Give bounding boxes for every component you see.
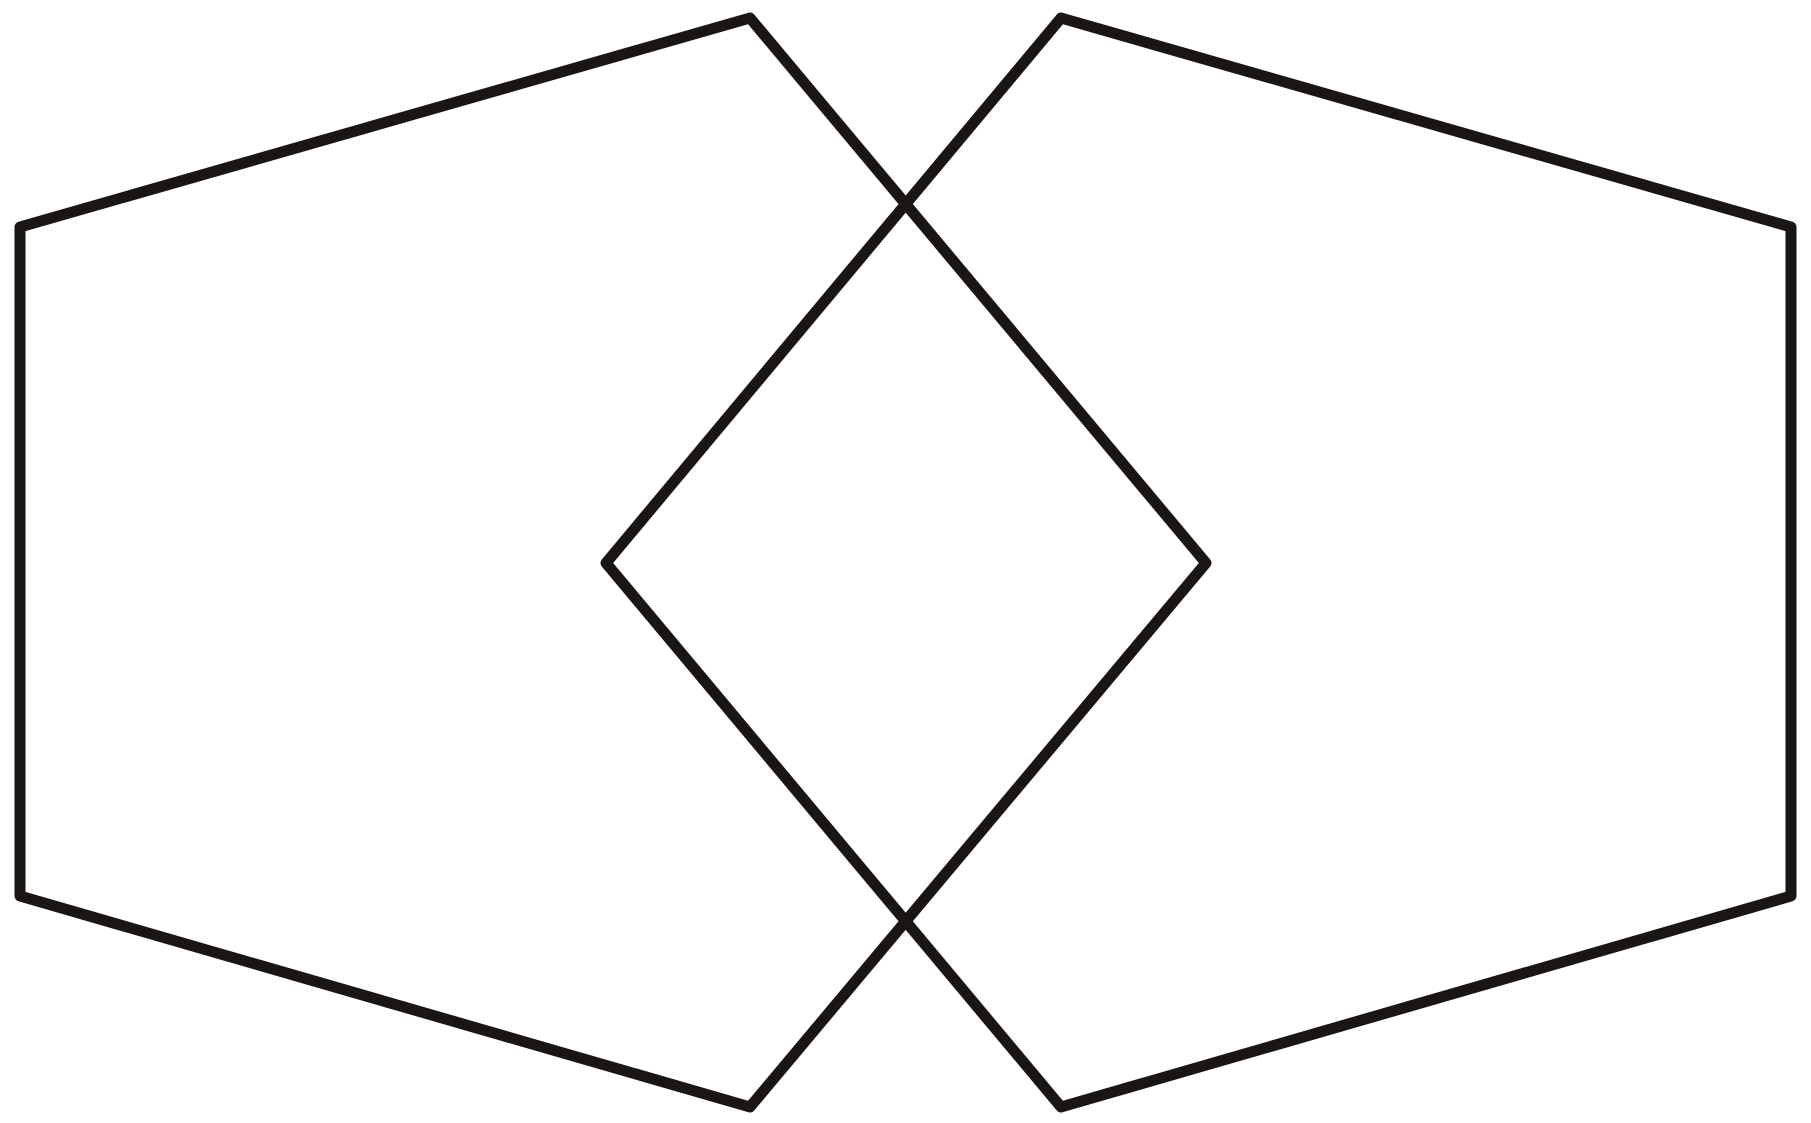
- left-hexagon: [14, 12, 1212, 1113]
- right-hexagon: [600, 12, 1797, 1113]
